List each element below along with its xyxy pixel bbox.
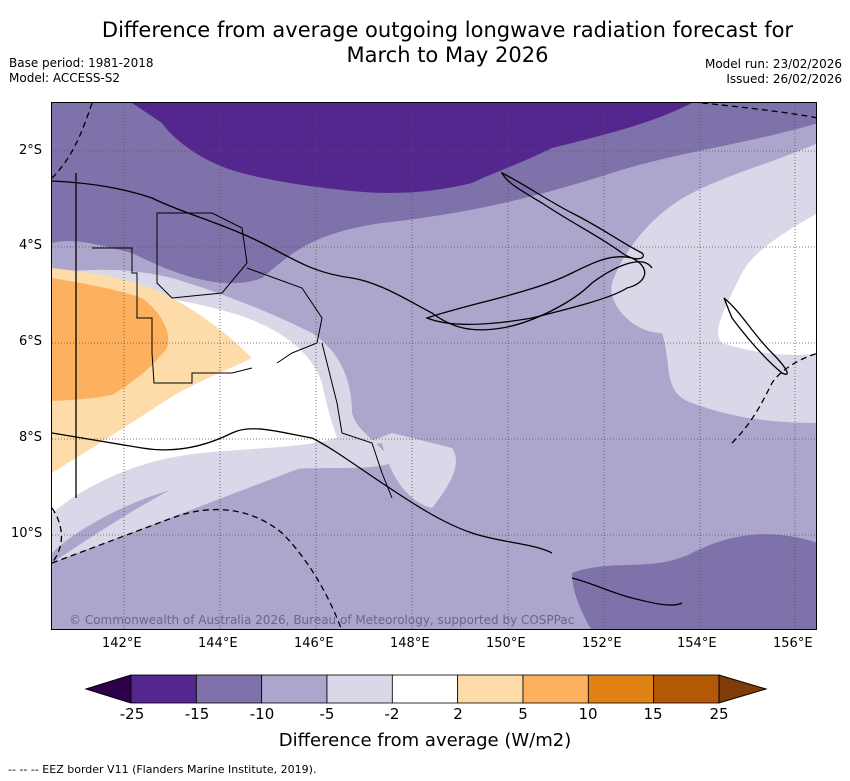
- colorbar-tick-1: -15: [184, 705, 210, 723]
- copyright-text: © Commonwealth of Australia 2026, Bureau…: [69, 613, 575, 627]
- lat-label-2s: 2°S: [19, 143, 43, 158]
- lon-label-150e: 150°E: [486, 636, 526, 651]
- meta-left: Base period: 1981-2018 Model: ACCESS-S2: [9, 56, 154, 86]
- anomaly-band-minus15-minus10-southeast: [572, 534, 816, 629]
- province-borders: [92, 212, 393, 499]
- colorbar: [84, 674, 768, 704]
- eez-borders: [52, 103, 816, 629]
- colorbar-tick-3: -5: [319, 705, 335, 723]
- title-line-2: March to May 2026: [346, 43, 549, 67]
- colorbar-segment-2: [261, 674, 328, 704]
- lon-label-142e: 142°E: [102, 636, 142, 651]
- colorbar-tick-9: 25: [709, 705, 729, 723]
- anomaly-band-near-zero-east: [718, 214, 816, 355]
- colorbar-segment-5: [457, 674, 524, 704]
- colorbar-over-arrow: [718, 674, 768, 704]
- colorbar-segment-6: [522, 674, 589, 704]
- lon-label-144e: 144°E: [198, 636, 238, 651]
- colorbar-tick-7: 10: [578, 705, 598, 723]
- colorbar-tick-5: 2: [453, 705, 463, 723]
- colorbar-tick-8: 15: [643, 705, 663, 723]
- lon-label-148e: 148°E: [390, 636, 430, 651]
- colorbar-segment-8: [653, 674, 720, 704]
- anomaly-band-minus5-minus2-south: [52, 433, 456, 563]
- lat-label-6s: 6°S: [19, 334, 43, 349]
- base-period: Base period: 1981-2018: [9, 56, 154, 70]
- colorbar-segment-0: [130, 674, 197, 704]
- chart-title: Difference from average outgoing longwav…: [60, 18, 835, 68]
- anomaly-band-minus5-minus2-east: [611, 143, 816, 423]
- anomaly-map: [52, 103, 816, 629]
- colorbar-segment-7: [587, 674, 655, 704]
- anomaly-band-minus25-minus15: [132, 103, 692, 193]
- colorbar-tick-0: -25: [119, 705, 145, 723]
- anomaly-band-5-10: [52, 278, 169, 401]
- map-panel: © Commonwealth of Australia 2026, Bureau…: [51, 102, 817, 630]
- colorbar-label: Difference from average (W/m2): [278, 730, 572, 751]
- lon-label-156e: 156°E: [773, 636, 813, 651]
- colorbar-segments: [130, 674, 720, 704]
- coastlines: [52, 171, 788, 606]
- colorbar-segment-3: [326, 674, 393, 704]
- colorbar-under-arrow: [84, 674, 132, 704]
- lat-label-8s: 8°S: [19, 430, 43, 445]
- lon-label-152e: 152°E: [582, 636, 622, 651]
- title-line-1: Difference from average outgoing longwav…: [101, 18, 794, 42]
- graticule: [52, 103, 816, 629]
- lon-label-154e: 154°E: [677, 636, 717, 651]
- eez-footnote: -- -- -- EEZ border V11 (Flanders Marine…: [8, 763, 317, 776]
- colorbar-tick-2: -10: [249, 705, 275, 723]
- model-name: Model: ACCESS-S2: [9, 71, 121, 85]
- issued-date: Issued: 26/02/2026: [726, 72, 842, 86]
- lon-label-146e: 146°E: [294, 636, 334, 651]
- colorbar-tick-4: -2: [384, 705, 400, 723]
- colorbar-segment-1: [195, 674, 263, 704]
- lat-label-4s: 4°S: [19, 238, 43, 253]
- lat-label-10s: 10°S: [11, 526, 43, 541]
- colorbar-tick-6: 5: [518, 705, 528, 723]
- colorbar-segment-4: [391, 674, 459, 704]
- model-run: Model run: 23/02/2026: [704, 57, 842, 71]
- meta-right: Model run: 23/02/2026 Issued: 26/02/2026: [705, 57, 842, 87]
